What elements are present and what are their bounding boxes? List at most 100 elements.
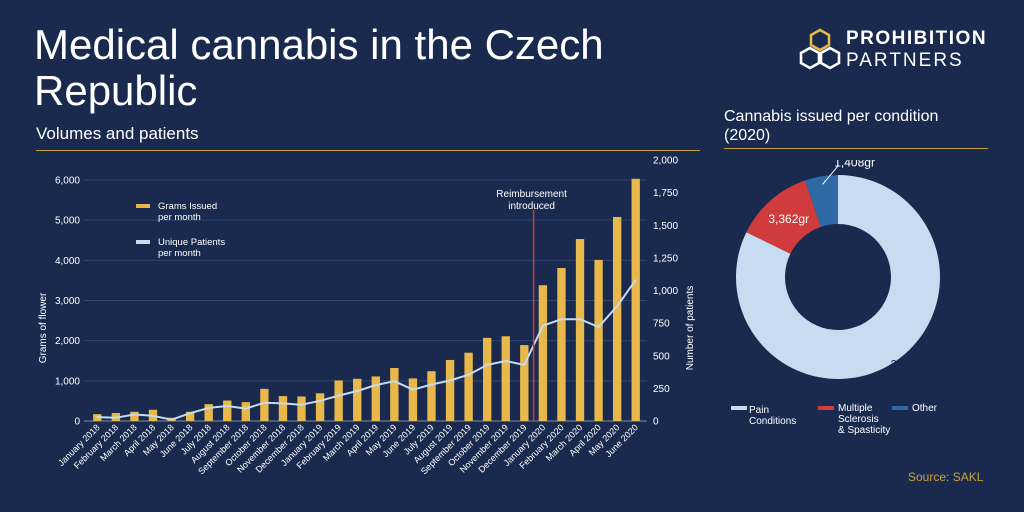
bar — [390, 367, 399, 421]
bar — [315, 393, 325, 421]
patients-line — [97, 279, 637, 421]
pie-legend-label-line: Conditions — [749, 416, 797, 427]
subtitle-rule — [36, 150, 700, 151]
pie-legend-swatch — [892, 406, 908, 410]
annotation-label: Reimbursement — [496, 189, 567, 200]
patients-point — [486, 364, 488, 366]
logo-wordmark-bottom: PARTNERS — [846, 50, 964, 71]
patients-point — [634, 279, 637, 281]
bar — [575, 239, 585, 421]
y-tick-label: 2,000 — [55, 336, 80, 347]
y2-tick-label: 1,500 — [653, 221, 678, 232]
y-tick-label: 0 — [74, 417, 80, 428]
patients-point — [207, 407, 210, 409]
y2-tick-label: 750 — [653, 319, 670, 330]
pie-legend-label-line: Pain — [749, 405, 770, 416]
pie-legend-label-line: Other — [912, 403, 938, 414]
page-title: Medical cannabis in the Czech Republic — [34, 21, 604, 114]
patients-point — [616, 305, 618, 307]
bar — [520, 345, 529, 421]
bar — [334, 380, 343, 421]
y2-tick-label: 0 — [653, 417, 659, 428]
pie-legend-swatch — [731, 406, 747, 410]
patients-point — [542, 324, 544, 327]
bar — [464, 352, 473, 421]
legend-swatch — [136, 204, 150, 208]
bar — [483, 337, 492, 421]
legend-label: Grams Issued — [158, 201, 217, 212]
patients-point — [300, 403, 303, 406]
donut-chart: 22,084gr 3,362gr 1,408gr — [736, 160, 940, 379]
bar — [278, 396, 288, 421]
slice-label: 3,362gr — [768, 212, 809, 226]
patients-point — [115, 416, 117, 419]
pie-legend-label: Other — [912, 403, 937, 414]
bar — [557, 267, 566, 421]
patients-point — [374, 384, 377, 386]
patients-point — [449, 379, 451, 382]
bar — [204, 404, 213, 421]
patients-point — [282, 402, 284, 405]
bar — [594, 259, 603, 421]
donut-slice — [746, 180, 821, 254]
patients-point — [226, 405, 229, 407]
pie-legend-label-line: Multiple — [838, 403, 873, 414]
bar — [223, 400, 232, 421]
legend-swatch — [136, 240, 150, 244]
y-tick-label: 3,000 — [55, 296, 80, 307]
legend-label: Unique Patients — [158, 237, 225, 248]
patients-point — [319, 399, 321, 402]
bar-line-chart: 0 1,000 2,000 3,000 4,000 5,000 6,000 0 250 500 7… — [38, 156, 696, 477]
patients-point — [523, 364, 526, 366]
y2-tick-label: 1,000 — [653, 286, 678, 297]
patients-point — [337, 394, 340, 397]
patients-point — [504, 360, 507, 362]
pie-chart-title: Cannabis issued per condition (2020) — [724, 108, 939, 144]
legend-label-line2: per month — [158, 212, 201, 223]
bar — [371, 376, 380, 421]
slice-label: 22,084gr — [890, 358, 937, 372]
y2-tick-label: 1,250 — [653, 253, 678, 264]
patients-point — [356, 390, 359, 392]
bar — [427, 371, 436, 421]
y-tick-label: 5,000 — [55, 216, 80, 227]
bar — [631, 178, 640, 421]
pie-legend-swatch — [818, 406, 834, 410]
slice-label: 1,408gr — [834, 160, 875, 169]
bar — [445, 359, 455, 421]
logo-wordmark-top: PROHIBITION — [846, 28, 988, 49]
patients-point — [412, 388, 414, 391]
pie-legend-label: Multiple Sclerosis & Spasticity — [838, 403, 890, 436]
bar — [185, 411, 195, 421]
bar — [538, 285, 548, 421]
bar — [297, 396, 306, 421]
bar — [353, 378, 362, 421]
y2-tick-label: 1,750 — [653, 188, 678, 199]
pie-legend-label-line: Sclerosis — [838, 414, 879, 425]
leader-line — [822, 164, 839, 185]
donut-slice — [805, 175, 838, 227]
pie-legend-label-line: & Spasticity — [838, 425, 891, 436]
y2-tick-label: 2,000 — [653, 156, 678, 167]
patients-point — [393, 380, 396, 382]
y-tick-label: 6,000 — [55, 176, 80, 187]
patients-point — [597, 326, 600, 328]
annotation-label-line2: introduced — [508, 201, 555, 212]
patients-point — [467, 373, 470, 376]
bar — [501, 336, 510, 421]
chart-subtitle: Volumes and patients — [36, 124, 199, 143]
hexagon-cluster-icon — [799, 28, 841, 70]
bar — [408, 378, 418, 421]
y-axis-label: Grams of flower — [38, 292, 49, 363]
y2-axis-label: Number of patients — [685, 286, 696, 371]
patients-point — [152, 414, 154, 417]
donut-slice — [736, 175, 940, 379]
patients-point — [170, 418, 173, 421]
bar — [260, 388, 269, 421]
patients-point — [430, 383, 433, 386]
patients-point — [579, 318, 581, 321]
source-note: Source: SAKL — [908, 470, 984, 484]
pie-title-rule — [724, 148, 988, 149]
brand-logo: PROHIBITION PARTNERS — [796, 26, 996, 76]
y-tick-label: 4,000 — [55, 256, 80, 267]
